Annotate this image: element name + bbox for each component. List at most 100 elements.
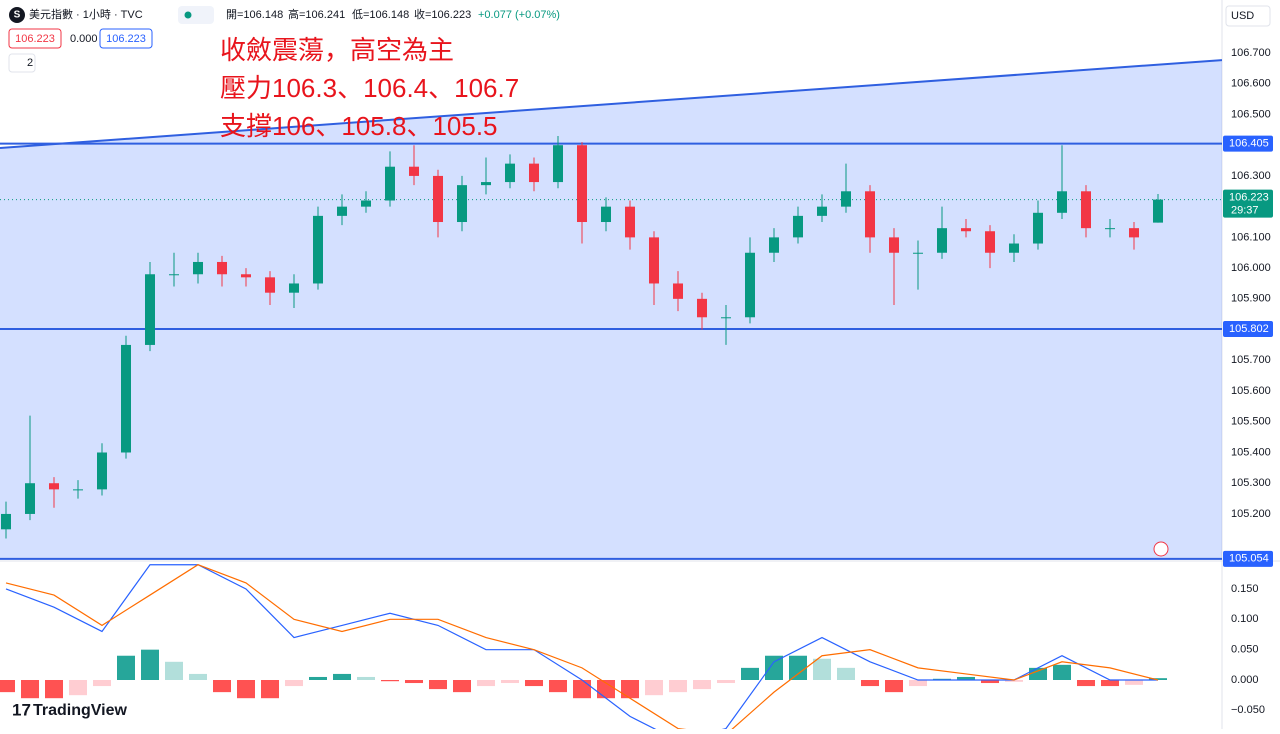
candle-body <box>553 145 563 183</box>
ohlc-close: 收=106.223 <box>414 7 471 21</box>
candle-body <box>169 274 179 276</box>
candle-body <box>217 261 227 275</box>
candle-body <box>265 277 275 293</box>
annotation-line: 支撐106、105.8、105.5 <box>220 111 498 141</box>
candle-body <box>817 206 827 216</box>
price-tick-label: 105.500 <box>1231 416 1271 428</box>
candle-body <box>145 274 155 345</box>
symbol-icon <box>9 7 25 23</box>
ohlc-change: +0.077 (+0.07%) <box>478 9 560 21</box>
candle-body <box>1057 191 1067 213</box>
level-label: 106.405 <box>1229 138 1269 150</box>
macd-histogram <box>1125 680 1143 685</box>
signal-line <box>5 564 1159 729</box>
candle-body <box>121 344 131 453</box>
macd-histogram <box>621 680 639 699</box>
macd-histogram <box>0 680 15 693</box>
candle-body <box>649 237 659 284</box>
indicator-count: 2 <box>27 57 33 69</box>
candle-body <box>1009 243 1019 253</box>
ask: 106.223 <box>106 33 146 45</box>
macd-tick-label: 0.100 <box>1231 613 1259 625</box>
macd-histogram <box>453 680 471 693</box>
candle-body <box>505 163 515 183</box>
ohlc-high: 高=106.241 <box>288 7 345 21</box>
bid-box[interactable] <box>8 28 62 49</box>
channel-fill <box>0 60 1222 559</box>
level-label: 105.802 <box>1229 323 1269 335</box>
candle-body <box>721 317 731 319</box>
annotation-line: 收斂震蕩，高空為主 <box>220 35 454 65</box>
ask-box[interactable] <box>99 28 153 49</box>
macd-histogram <box>1077 680 1095 687</box>
macd-histogram <box>429 680 447 690</box>
candle-body <box>1129 228 1139 238</box>
macd-histogram <box>21 680 39 699</box>
price-pane <box>0 59 1222 560</box>
brand: TradingView <box>33 702 128 719</box>
last-badge <box>1223 189 1273 218</box>
candle-body <box>1081 191 1091 229</box>
candle-body <box>625 206 635 238</box>
macd-histogram <box>813 658 831 680</box>
candle-body <box>241 274 251 278</box>
candle-body <box>841 191 851 207</box>
macd-histogram <box>525 680 543 687</box>
candle-body <box>1033 212 1043 244</box>
candle-body <box>337 206 347 216</box>
candle-body <box>433 175 443 223</box>
last-label: 106.223 <box>1229 191 1269 203</box>
macd-histogram <box>693 680 711 690</box>
macd-histogram <box>213 680 231 693</box>
candle-body <box>1105 228 1115 230</box>
candle-body <box>193 261 203 275</box>
candle-body <box>409 166 419 176</box>
candle-body <box>889 237 899 253</box>
candle-body <box>937 228 947 253</box>
price-tick-label: 106.700 <box>1231 47 1271 59</box>
candle-body <box>865 191 875 238</box>
macd-histogram <box>909 680 927 687</box>
price-tick-label: 105.200 <box>1231 508 1271 520</box>
candle-body <box>385 166 395 201</box>
macd-histogram <box>261 680 279 699</box>
macd-histogram <box>597 680 615 699</box>
alert-icon[interactable] <box>1153 541 1169 557</box>
macd-histogram <box>549 680 567 693</box>
trend-line <box>0 59 1222 149</box>
currency: USD <box>1231 10 1254 22</box>
candle-body <box>769 237 779 253</box>
candle-body <box>913 252 923 254</box>
spread: 0.000 <box>70 33 98 45</box>
level-badge <box>1223 550 1273 567</box>
price-axis: 106.700106.600106.500106.300106.200106.1… <box>1223 47 1273 716</box>
candle-body <box>961 228 971 232</box>
candle-body <box>481 182 491 186</box>
candle-body <box>1153 199 1163 223</box>
indicator-toggle[interactable] <box>8 53 36 73</box>
macd-histogram <box>501 680 519 684</box>
macd-tick-label: 0.150 <box>1231 583 1259 595</box>
candle-body <box>25 483 35 514</box>
countdown: 29:37 <box>1231 204 1259 216</box>
currency-button[interactable] <box>1225 5 1271 27</box>
macd-pane <box>0 564 1167 729</box>
candle-body <box>49 483 59 490</box>
macd-histogram <box>285 680 303 687</box>
macd-histogram <box>141 649 159 680</box>
macd-histogram <box>885 680 903 693</box>
macd-histogram <box>1005 680 1023 682</box>
macd-histogram <box>309 676 327 680</box>
macd-histogram <box>1149 678 1167 680</box>
macd-histogram <box>45 680 63 699</box>
macd-histogram <box>381 680 399 682</box>
macd-histogram <box>861 680 879 687</box>
candle-body <box>577 145 587 223</box>
status-badge[interactable] <box>178 6 214 24</box>
macd-histogram <box>669 680 687 693</box>
price-tick-label: 105.700 <box>1231 354 1271 366</box>
macd-histogram <box>117 655 135 680</box>
bid: 106.223 <box>15 33 55 45</box>
ohlc-open: 開=106.148 <box>226 8 283 21</box>
macd-histogram <box>573 680 591 699</box>
